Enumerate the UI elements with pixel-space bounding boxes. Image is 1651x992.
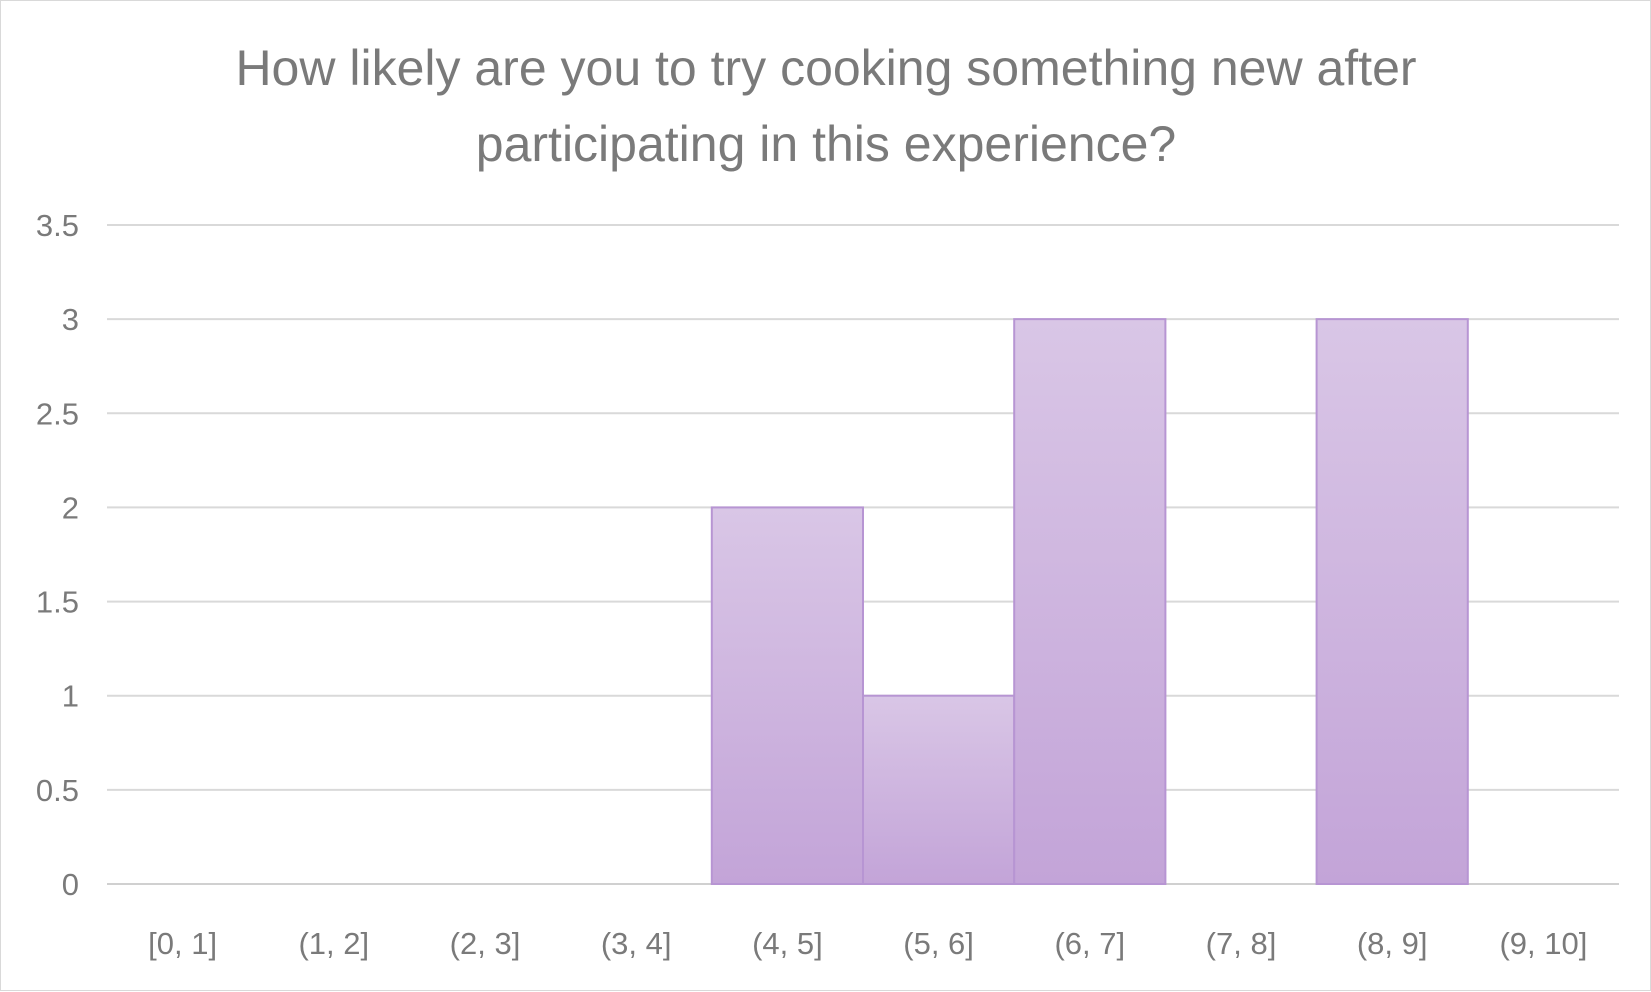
- x-tick-label: (5, 6]: [903, 926, 974, 961]
- x-tick-label: (2, 3]: [450, 926, 521, 961]
- x-tick-label: (9, 10]: [1499, 926, 1587, 961]
- x-tick-label: (3, 4]: [601, 926, 672, 961]
- bars: [710, 318, 1469, 886]
- bar: [710, 506, 864, 885]
- y-tick-label: 2: [62, 490, 79, 525]
- x-tick-label: (6, 7]: [1054, 926, 1125, 961]
- bar: [1013, 318, 1167, 885]
- x-tick-label: (1, 2]: [298, 926, 369, 961]
- y-tick-label: 1.5: [36, 585, 79, 620]
- bar: [862, 694, 1016, 886]
- x-tick-label: (8, 9]: [1357, 926, 1428, 961]
- y-tick-label: 2.5: [36, 396, 79, 431]
- y-tick-label: 3: [62, 302, 79, 337]
- y-tick-label: 1: [62, 679, 79, 714]
- bar: [1315, 318, 1469, 885]
- chart-title-line-1: How likely are you to try cooking someth…: [235, 40, 1416, 96]
- y-tick-label: 0.5: [36, 773, 79, 808]
- y-tick-label: 0: [62, 867, 79, 902]
- x-tick-label: (7, 8]: [1206, 926, 1277, 961]
- y-axis-tick-labels: 0 0.5 1 1.5 2 2.5 3 3.5: [36, 208, 79, 902]
- x-axis-tick-labels: [0, 1] (1, 2] (2, 3] (3, 4] (4, 5] (5, 6] (6, …: [148, 926, 1587, 961]
- chart-title-line-2: participating in this experience?: [476, 116, 1176, 172]
- x-tick-label: (4, 5]: [752, 926, 823, 961]
- y-tick-label: 3.5: [36, 208, 79, 243]
- x-tick-label: [0, 1]: [148, 926, 217, 961]
